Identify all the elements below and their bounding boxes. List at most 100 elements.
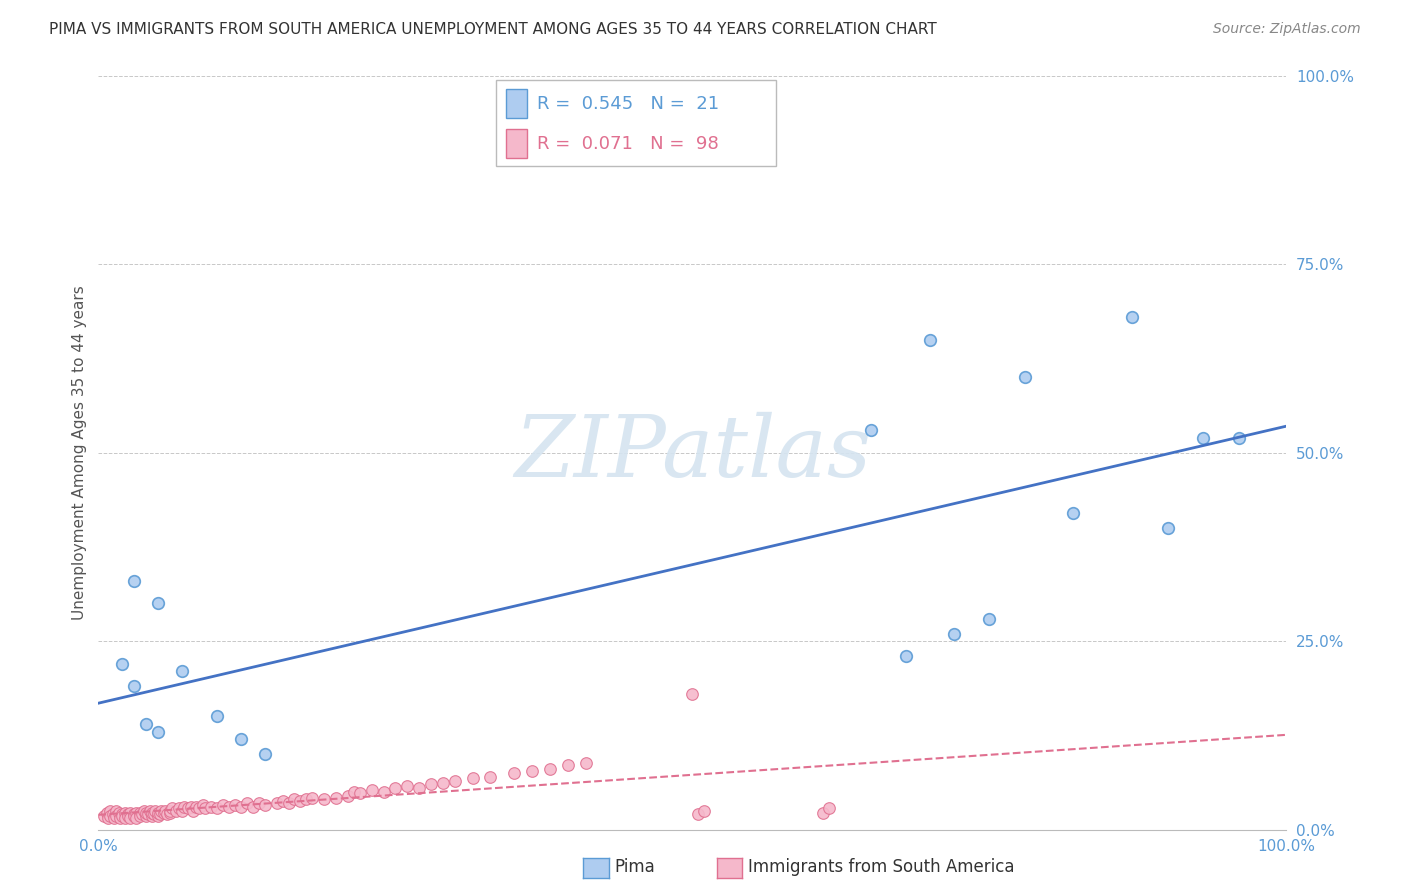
Point [159, 804, 181, 818]
Text: PIMA VS IMMIGRANTS FROM SOUTH AMERICA UNEMPLOYMENT AMONG AGES 35 TO 44 YEARS COR: PIMA VS IMMIGRANTS FROM SOUTH AMERICA UN… [49, 22, 936, 37]
Point [145, 804, 167, 818]
Point [184, 800, 207, 814]
Text: ZIPatlas: ZIPatlas [513, 411, 872, 494]
Point [101, 807, 124, 822]
Point [173, 800, 195, 814]
Y-axis label: Unemployment Among Ages 35 to 44 years: Unemployment Among Ages 35 to 44 years [72, 285, 87, 620]
Point [146, 809, 169, 823]
Point [93, 809, 115, 823]
Text: Source: ZipAtlas.com: Source: ZipAtlas.com [1213, 22, 1361, 37]
Point [538, 762, 561, 776]
Point [295, 792, 318, 806]
Point [125, 810, 148, 824]
Point [120, 805, 142, 820]
Text: Pima: Pima [614, 858, 655, 876]
Point [122, 807, 145, 822]
Point [170, 665, 193, 679]
Point [693, 804, 716, 818]
Text: R =  0.545   N =  21: R = 0.545 N = 21 [537, 95, 718, 112]
Point [200, 800, 222, 814]
Point [229, 800, 252, 814]
Point [188, 801, 211, 815]
Point [135, 717, 157, 731]
Point [191, 798, 214, 813]
Point [120, 811, 142, 825]
Point [942, 626, 965, 640]
Point [129, 809, 152, 823]
Bar [506, 129, 527, 158]
Point [122, 809, 145, 823]
Point [979, 611, 1001, 625]
Point [117, 807, 139, 822]
Point [461, 772, 484, 786]
Point [277, 796, 299, 810]
Point [149, 807, 172, 822]
Point [207, 709, 229, 723]
Point [170, 804, 193, 818]
Point [818, 801, 841, 815]
Point [108, 811, 131, 825]
Point [574, 756, 596, 771]
Point [111, 807, 134, 822]
Point [420, 777, 443, 791]
Point [479, 770, 502, 784]
Point [283, 792, 305, 806]
Point [122, 574, 145, 588]
Point [96, 805, 118, 820]
Point [183, 804, 205, 818]
Point [408, 781, 430, 796]
Point [349, 786, 371, 800]
Point [97, 811, 120, 825]
Point [176, 801, 198, 815]
Point [152, 805, 174, 820]
Point [1121, 310, 1143, 324]
Point [896, 649, 918, 664]
Point [114, 805, 136, 820]
Point [314, 792, 336, 806]
Point [135, 809, 157, 823]
Point [1192, 431, 1215, 445]
Point [811, 805, 834, 820]
Point [150, 804, 173, 818]
Point [167, 801, 190, 815]
Text: Immigrants from South America: Immigrants from South America [748, 858, 1015, 876]
Point [444, 773, 467, 788]
Point [253, 798, 276, 813]
Point [117, 809, 139, 823]
Point [165, 804, 187, 818]
Point [253, 747, 276, 761]
Point [132, 804, 155, 818]
Point [920, 333, 942, 347]
Point [156, 807, 179, 822]
Point [681, 687, 703, 701]
Point [360, 783, 382, 797]
Point [1227, 431, 1250, 445]
Point [207, 801, 229, 815]
Point [136, 807, 159, 822]
Point [159, 805, 181, 820]
Point [1062, 506, 1084, 520]
Point [432, 776, 454, 790]
Point [111, 657, 134, 671]
Text: R =  0.071   N =  98: R = 0.071 N = 98 [537, 135, 718, 153]
FancyBboxPatch shape [496, 79, 776, 166]
Point [105, 804, 128, 818]
Point [212, 798, 235, 813]
Point [135, 805, 157, 820]
Point [218, 800, 240, 814]
Point [107, 805, 129, 820]
Point [1156, 521, 1178, 535]
Point [503, 766, 526, 780]
Point [131, 807, 153, 822]
Point [301, 791, 323, 805]
Point [122, 679, 145, 693]
Point [224, 798, 246, 813]
Point [247, 796, 270, 810]
Point [125, 805, 148, 820]
Point [271, 794, 294, 808]
Point [111, 809, 134, 823]
Point [688, 807, 710, 822]
Point [336, 789, 359, 803]
Point [146, 805, 169, 820]
Point [859, 423, 882, 437]
